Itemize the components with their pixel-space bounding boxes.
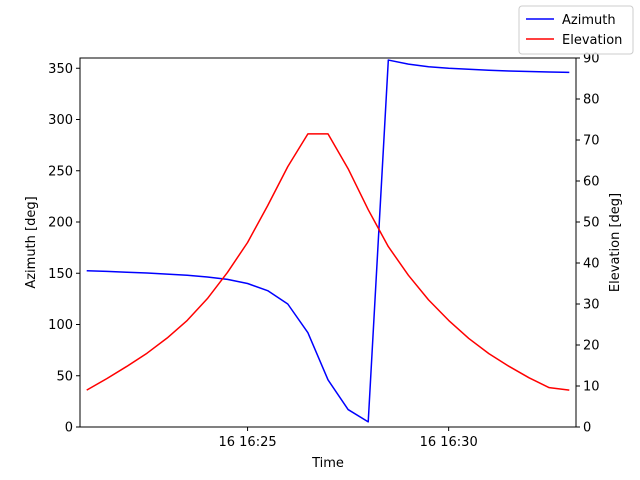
right-y-tick-label: 70 — [583, 134, 600, 149]
right-y-tick-label: 50 — [583, 216, 600, 231]
right-y-tick-label: 30 — [583, 298, 600, 313]
left-y-tick-label: 100 — [48, 318, 73, 333]
legend-label-azimuth: Azimuth — [562, 13, 616, 28]
right-y-tick-label: 60 — [583, 175, 600, 190]
x-tick-label: 16 16:25 — [218, 435, 276, 450]
left-y-axis-label: Azimuth [deg] — [24, 196, 39, 288]
legend-box — [518, 5, 634, 55]
left-y-tick-label: 300 — [48, 113, 73, 128]
right-y-tick-label: 90 — [583, 52, 600, 67]
left-y-tick-label: 200 — [48, 216, 73, 231]
series-line-elevation — [86, 133, 570, 391]
x-axis: 16 16:25 16 16:30 — [218, 427, 478, 450]
right-y-tick-label: 40 — [583, 257, 600, 272]
right-y-axis: 0 10 20 30 40 50 60 70 80 90 — [576, 52, 600, 436]
right-y-tick-label: 20 — [583, 339, 600, 354]
left-y-tick-label: 350 — [48, 62, 73, 77]
series-line-azimuth — [86, 59, 570, 423]
x-tick-label: 16 16:30 — [420, 435, 478, 450]
series-layer — [86, 59, 570, 423]
left-y-tick-label: 50 — [56, 369, 73, 384]
right-y-tick-label: 80 — [583, 93, 600, 108]
left-y-tick-label: 0 — [65, 421, 73, 436]
legend-label-elevation: Elevation — [562, 33, 622, 48]
left-y-tick-label: 150 — [48, 267, 73, 282]
left-y-tick-label: 250 — [48, 164, 73, 179]
plot-frame — [79, 57, 577, 428]
legend: Azimuth Elevation — [518, 5, 634, 55]
right-y-axis-label: Elevation [deg] — [608, 193, 623, 292]
left-y-axis: 0 50 100 150 200 250 300 350 — [48, 62, 80, 436]
right-y-tick-label: 10 — [583, 380, 600, 395]
right-y-tick-label: 0 — [583, 421, 591, 436]
x-axis-label: Time — [311, 456, 344, 471]
